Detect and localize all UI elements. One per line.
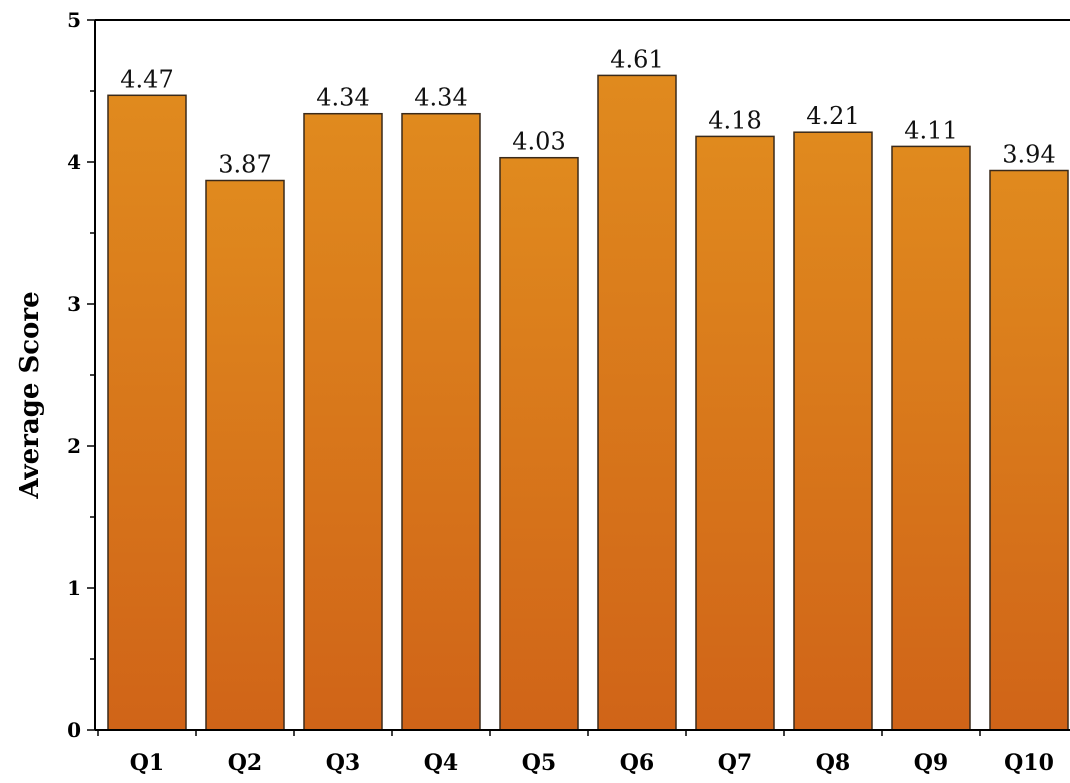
- data-label-q4: 4.34: [414, 84, 467, 112]
- x-tick-label-q4: Q4: [424, 750, 458, 776]
- data-label-q5: 4.03: [512, 128, 565, 156]
- bar-q8: [793, 131, 873, 731]
- y-tick-label-5: 5: [67, 8, 81, 32]
- data-label-q9: 4.11: [904, 116, 957, 144]
- data-label-q2: 3.87: [218, 151, 271, 179]
- x-tick-label-q5: Q5: [522, 750, 556, 776]
- y-tick-label-4: 4: [67, 150, 81, 174]
- bar-q1: [107, 94, 187, 731]
- bar-q7: [695, 135, 775, 731]
- x-tick-label-q8: Q8: [816, 750, 850, 776]
- axes-group: Q1 Q2 Q3 Q4 Q5 Q6 Q7 Q8 Q9 Q10 0 1 2 3 4 5: [67, 8, 1070, 776]
- y-tick-label-3: 3: [67, 292, 81, 316]
- bars-group: 4.47 3.87 4.34 4.34 4.03 4.61 4.18 4.21 4.11 3.94: [107, 45, 1069, 731]
- x-tick-label-q3: Q3: [326, 750, 360, 776]
- y-tick-label-0: 0: [67, 718, 81, 742]
- y-axis-label: Average Score: [15, 291, 45, 499]
- bar-q10: [989, 169, 1069, 731]
- y-tick-label-2: 2: [67, 434, 81, 458]
- data-label-q1: 4.47: [120, 65, 173, 93]
- bar-q9: [891, 145, 971, 731]
- y-tick-label-1: 1: [67, 576, 81, 600]
- data-label-q3: 4.34: [316, 84, 369, 112]
- data-label-q10: 3.94: [1002, 141, 1055, 169]
- x-tick-label-q6: Q6: [620, 750, 654, 776]
- x-tick-label-q2: Q2: [228, 750, 262, 776]
- x-tick-label-q9: Q9: [914, 750, 948, 776]
- data-label-q7: 4.18: [708, 106, 761, 134]
- bar-q5: [499, 156, 579, 731]
- bar-q3: [303, 112, 383, 731]
- x-tick-label-q1: Q1: [130, 750, 164, 776]
- bar-q4: [401, 112, 481, 731]
- x-tick-label-q7: Q7: [718, 750, 752, 776]
- x-tick-label-q10: Q10: [1004, 750, 1054, 776]
- data-label-q8: 4.21: [806, 102, 859, 130]
- bar-q6: [597, 74, 677, 731]
- bar-q2: [205, 179, 285, 731]
- data-label-q6: 4.61: [610, 45, 663, 73]
